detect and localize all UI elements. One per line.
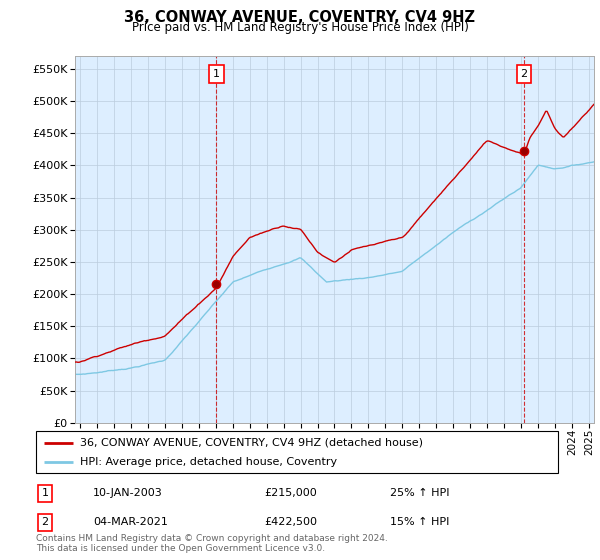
Text: Contains HM Land Registry data © Crown copyright and database right 2024.
This d: Contains HM Land Registry data © Crown c… xyxy=(36,534,388,553)
Text: 1: 1 xyxy=(41,488,49,498)
FancyBboxPatch shape xyxy=(36,431,558,473)
Text: £422,500: £422,500 xyxy=(264,517,317,528)
Text: 10-JAN-2003: 10-JAN-2003 xyxy=(93,488,163,498)
Text: £215,000: £215,000 xyxy=(264,488,317,498)
Text: 36, CONWAY AVENUE, COVENTRY, CV4 9HZ (detached house): 36, CONWAY AVENUE, COVENTRY, CV4 9HZ (de… xyxy=(80,437,424,447)
Text: 2: 2 xyxy=(520,69,527,79)
Text: 25% ↑ HPI: 25% ↑ HPI xyxy=(390,488,449,498)
Text: 15% ↑ HPI: 15% ↑ HPI xyxy=(390,517,449,528)
Text: 36, CONWAY AVENUE, COVENTRY, CV4 9HZ: 36, CONWAY AVENUE, COVENTRY, CV4 9HZ xyxy=(125,10,476,25)
Text: HPI: Average price, detached house, Coventry: HPI: Average price, detached house, Cove… xyxy=(80,457,337,467)
Text: 1: 1 xyxy=(213,69,220,79)
Text: 2: 2 xyxy=(41,517,49,528)
Text: Price paid vs. HM Land Registry's House Price Index (HPI): Price paid vs. HM Land Registry's House … xyxy=(131,21,469,34)
Text: 04-MAR-2021: 04-MAR-2021 xyxy=(93,517,168,528)
